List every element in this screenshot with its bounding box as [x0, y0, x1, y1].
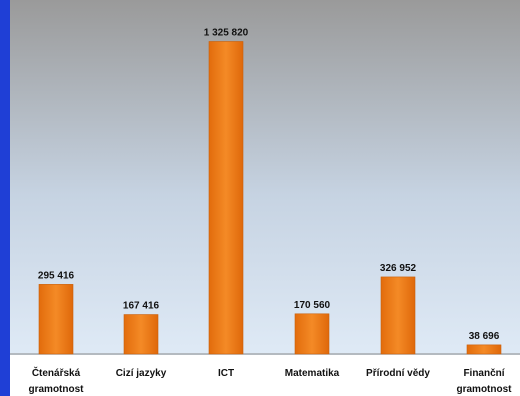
bar-4: [380, 276, 416, 355]
bar-2: [208, 41, 244, 355]
value-label-0: 295 416: [38, 270, 75, 281]
category-labels-group: Čtenářská gramotnost Cizí jazyky ICT Matemat…: [29, 366, 513, 395]
category-label-1: Cizí jazyky: [116, 368, 167, 379]
bar-1: [123, 314, 159, 355]
chart-container: 295 416 167 416 1 325 820 170 560 326 952 38 …: [10, 0, 520, 396]
category-label-4: Přírodní vědy: [366, 368, 430, 379]
bars-group: [38, 41, 502, 355]
value-labels-group: 295 416 167 416 1 325 820 170 560 326 952 38 …: [38, 27, 500, 341]
value-label-1: 167 416: [123, 301, 160, 312]
category-label-5: Finanční gramotnost: [457, 368, 513, 395]
value-label-3: 170 560: [294, 300, 331, 311]
bar-0: [38, 284, 74, 355]
bar-5: [466, 344, 502, 355]
value-label-4: 326 952: [380, 263, 417, 274]
category-label-2: ICT: [218, 368, 234, 379]
value-label-2: 1 325 820: [204, 27, 249, 38]
bar-3: [294, 313, 330, 355]
plot-area: [10, 0, 520, 355]
side-strip: [0, 0, 10, 396]
value-label-5: 38 696: [469, 331, 500, 342]
category-label-0: Čtenářská gramotnost: [29, 366, 85, 395]
bar-chart: 295 416 167 416 1 325 820 170 560 326 952 38 …: [10, 0, 520, 395]
category-label-3: Matematika: [285, 368, 340, 379]
